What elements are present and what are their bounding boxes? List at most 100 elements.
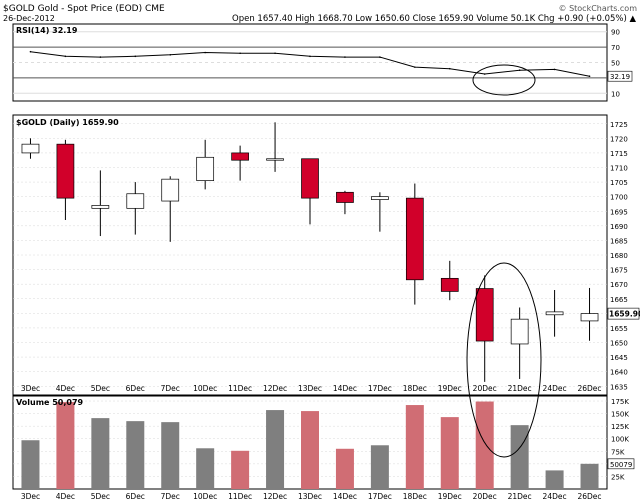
volume-bar (21, 440, 40, 489)
rsi-point (134, 55, 137, 58)
price-tick-label: 1685 (610, 237, 628, 245)
rsi-tick-label: 10 (611, 90, 620, 98)
x-tick-label: 13Dec (298, 384, 322, 393)
volume-tick-label: 75K (611, 448, 625, 456)
x-axis-labels: 3Dec 3Dec 4Dec 4Dec 5Dec 5Dec 6Dec 6Dec 7Dec 7Dec… (21, 384, 602, 501)
price-tick-label: 1680 (610, 252, 628, 260)
price-tick-label: 1635 (610, 383, 628, 391)
x-tick-label: 6Dec (126, 384, 145, 393)
x-tick-label: 18Dec (403, 384, 427, 393)
price-tick-label: 1710 (610, 165, 628, 173)
volume-bar (580, 463, 599, 489)
price-tick-label: 1705 (610, 179, 628, 187)
volume-bar (161, 422, 180, 489)
volume-tick-label: 100K (611, 436, 629, 444)
rsi-point (344, 56, 346, 58)
candle-body (21, 143, 40, 154)
candle-body (231, 152, 249, 161)
price-tick-label: 1645 (610, 354, 628, 362)
x-tick-label-bottom: 12Dec (263, 492, 287, 501)
rsi-label: RSI(14) 32.19 (16, 26, 78, 35)
volume-bar (545, 470, 564, 489)
volume-bar (196, 448, 215, 489)
x-tick-label: 21Dec (508, 384, 532, 393)
volume-label: Volume 50,079 (16, 398, 84, 407)
price-tick-label: 1665 (610, 296, 628, 304)
rsi-tick-label: 50 (611, 60, 620, 68)
watermark: © StockCharts.com (559, 4, 638, 13)
price-tick-label: 1650 (610, 340, 628, 348)
price-label: $GOLD (Daily) 1659.90 (16, 118, 119, 127)
candle-body (475, 288, 494, 342)
x-tick-label: 14Dec (333, 384, 357, 393)
volume-tick-label: 25K (611, 473, 625, 481)
rsi-point (274, 52, 276, 55)
volume-bar (56, 402, 75, 489)
candle-body (371, 196, 389, 200)
rsi-current-badge (607, 70, 633, 82)
candle-body (545, 311, 564, 316)
price-tick-label: 1695 (610, 208, 628, 216)
volume-bar (231, 450, 250, 489)
x-tick-label-bottom: 7Dec (161, 492, 180, 501)
x-tick-label-bottom: 19Dec (438, 492, 462, 501)
x-tick-label-bottom: 17Dec (368, 492, 392, 501)
x-tick-label: 26Dec (577, 384, 601, 393)
candle-body (405, 197, 424, 281)
rsi-point (29, 50, 32, 53)
price-tick-label: 1725 (610, 121, 628, 129)
x-tick-label: 17Dec (368, 384, 392, 393)
candle-body (91, 205, 110, 209)
x-tick-label-bottom: 18Dec (403, 492, 427, 501)
volume-bar (370, 445, 389, 489)
price-layer: 1725 1720 1715 1710 1705 1700 1695 1690 1685 1680… (13, 121, 640, 391)
x-tick-label-bottom: 4Dec (56, 492, 75, 501)
price-tick-label: 1715 (610, 150, 628, 158)
x-tick-label-bottom: 3Dec (21, 492, 40, 501)
candle-body (440, 277, 459, 292)
candle-body (266, 158, 284, 161)
volume-bar (440, 417, 459, 489)
price-tick-label: 1655 (610, 325, 628, 333)
volume-bar (475, 401, 494, 489)
price-tick-label: 1700 (610, 194, 628, 202)
chart-header: $GOLD Gold - Spot Price (EOD) CME 26-Dec… (3, 4, 637, 24)
price-highlight-ellipse (466, 262, 542, 458)
chart-date: 26-Dec-2012 (3, 14, 55, 23)
volume-bar (405, 405, 424, 489)
candle-body (56, 143, 75, 199)
rsi-point (414, 66, 416, 68)
candle-body (196, 156, 215, 181)
candle-body (336, 191, 354, 203)
candle-body (126, 193, 145, 209)
volume-bar (301, 411, 319, 489)
rsi-point (169, 54, 172, 56)
volume-tick-label: 175K (611, 398, 629, 406)
chart-title: $GOLD Gold - Spot Price (EOD) CME (3, 4, 165, 14)
rsi-point (239, 52, 241, 55)
x-tick-label-bottom: 21Dec (508, 492, 532, 501)
x-tick-label-bottom: 13Dec (298, 492, 322, 501)
x-tick-label-bottom: 14Dec (333, 492, 357, 501)
volume-tick-label: 150K (611, 411, 629, 419)
rsi-point (483, 73, 486, 75)
price-tick-label: 1670 (610, 281, 628, 289)
x-tick-label: 3Dec (21, 384, 40, 393)
volume-current-value: 50079 (610, 461, 632, 469)
x-tick-label: 4Dec (56, 384, 75, 393)
x-tick-label-bottom: 11Dec (228, 492, 252, 501)
rsi-point (379, 56, 381, 58)
ohlc-readout: Open 1657.40 High 1668.70 Low 1650.60 Cl… (232, 14, 636, 24)
price-tick-label: 1690 (610, 223, 628, 231)
rsi-point (553, 68, 556, 71)
volume-bar (266, 410, 285, 489)
volume-tick-label: 125K (611, 423, 629, 431)
rsi-highlight-ellipse (472, 64, 536, 96)
volume-current-badge (607, 458, 635, 470)
rsi-point (64, 55, 67, 58)
candle-body (510, 318, 529, 345)
rsi-point (518, 69, 521, 71)
rsi-point (309, 55, 311, 58)
price-tick-label: 1720 (610, 135, 628, 143)
